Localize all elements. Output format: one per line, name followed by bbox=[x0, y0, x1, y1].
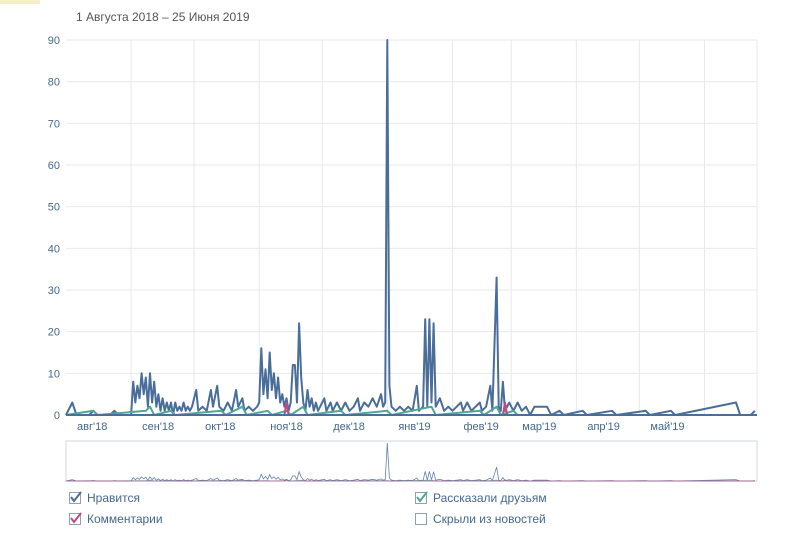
likes-checkbox[interactable] bbox=[69, 491, 82, 504]
y-tick-label: 10 bbox=[48, 368, 60, 380]
x-tick-label: май'19 bbox=[650, 421, 684, 433]
comments-checkbox[interactable] bbox=[69, 512, 82, 525]
y-tick-label: 20 bbox=[48, 327, 60, 339]
legend-label-hidden: Скрыли из новостей bbox=[433, 512, 546, 526]
series-line bbox=[65, 39, 756, 416]
x-tick-label: ноя'18 bbox=[270, 421, 302, 433]
legend-item-hidden[interactable]: Скрыли из новостей bbox=[415, 512, 546, 526]
legend-item-likes[interactable]: Нравится bbox=[69, 491, 140, 505]
legend-item-shares[interactable]: Рассказали друзьям bbox=[415, 491, 547, 505]
check-icon bbox=[70, 491, 82, 503]
y-tick-label: 90 bbox=[48, 35, 60, 47]
legend-item-comments[interactable]: Комментарии bbox=[69, 512, 163, 526]
x-tick-label: апр'19 bbox=[587, 421, 620, 433]
y-tick-label: 70 bbox=[48, 118, 60, 130]
check-icon bbox=[70, 512, 82, 524]
y-tick-label: 80 bbox=[48, 77, 60, 89]
date-range: 1 Августа 2018 – 25 Июня 2019 bbox=[76, 10, 250, 24]
shares-checkbox[interactable] bbox=[415, 491, 428, 504]
y-tick-label: 0 bbox=[54, 410, 60, 422]
y-tick-label: 30 bbox=[48, 285, 60, 297]
legend-label-comments: Комментарии bbox=[87, 512, 163, 526]
x-tick-label: фев'19 bbox=[463, 421, 498, 433]
x-tick-label: сен'18 bbox=[142, 421, 174, 433]
x-tick-label: мар'19 bbox=[522, 421, 556, 433]
hidden-checkbox[interactable] bbox=[415, 513, 427, 525]
check-icon bbox=[416, 491, 428, 503]
x-tick-label: окт'18 bbox=[205, 421, 235, 433]
y-tick-label: 50 bbox=[48, 202, 60, 214]
x-tick-label: янв'19 bbox=[398, 421, 430, 433]
x-tick-label: дек'18 bbox=[333, 421, 365, 433]
y-tick-label: 40 bbox=[48, 243, 60, 255]
legend-label-likes: Нравится bbox=[87, 491, 140, 505]
y-tick-label: 60 bbox=[48, 160, 60, 172]
top-strip bbox=[0, 0, 40, 4]
x-tick-label: авг'18 bbox=[77, 421, 107, 433]
navigator-line bbox=[66, 479, 755, 482]
navigator-frame bbox=[65, 440, 758, 482]
legend-label-shares: Рассказали друзьям bbox=[433, 491, 547, 505]
